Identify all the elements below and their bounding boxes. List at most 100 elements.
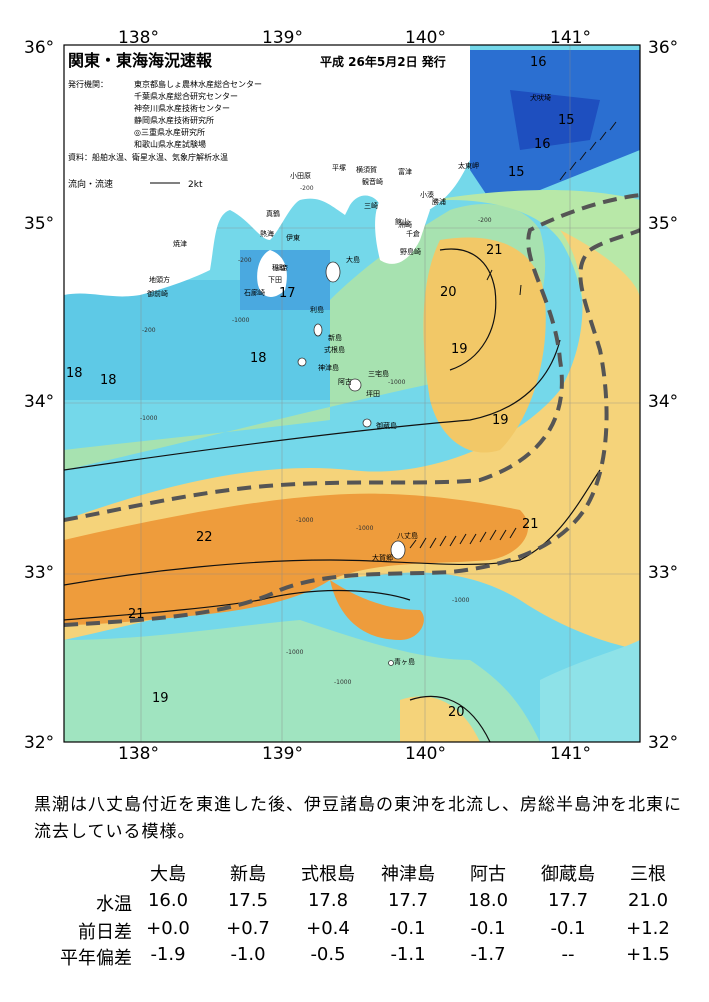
place-name: 阿古 — [338, 377, 352, 386]
island-niijima — [313, 323, 323, 337]
summary-caption: 黒潮は八丈島付近を東進した後、伊豆諸島の東沖を北流し、房総半島沖を北東に流去して… — [34, 795, 682, 842]
table-cell: 17.5 — [227, 890, 269, 911]
lat-left-36: 36° — [24, 38, 55, 58]
legend-label: 流向・流速 — [68, 178, 113, 190]
iso-label: 16 — [534, 137, 551, 152]
land-boso — [375, 194, 430, 264]
place-name: 利島 — [310, 305, 324, 314]
lat-left-34: 34° — [24, 392, 55, 412]
place-name: 横須賀 — [356, 165, 377, 174]
kuroshio-path — [64, 193, 640, 627]
table-cell: 18.0 — [467, 890, 509, 911]
transition-water-east — [380, 190, 640, 470]
land-honshu — [64, 45, 470, 297]
place-name: 大賀郷 — [372, 553, 393, 562]
lat-right-34: 34° — [648, 392, 679, 412]
kuroshio-core-south — [330, 580, 424, 640]
iso-label: 19 — [451, 342, 468, 357]
iso-label: 18 — [66, 366, 83, 381]
place-name: 式根島 — [324, 345, 345, 354]
table-cell: -0.1 — [550, 918, 586, 939]
place-name: 洲崎 — [398, 220, 412, 229]
lat-left-35: 35° — [24, 214, 55, 234]
iso-label: 21 — [522, 517, 539, 532]
iso-label: 15 — [508, 165, 525, 180]
table-cell: 21.0 — [627, 890, 669, 911]
table-cell: +1.5 — [626, 944, 670, 965]
iso-label: 16 — [530, 55, 547, 70]
place-name: 青ヶ島 — [394, 657, 415, 666]
place-names: 犬吠埼 太東岬 勝浦 小湊 洲崎 野島崎 館山 千倉 三崎 観音崎 富津 横須賀… — [147, 93, 551, 666]
table-cell: 17.7 — [387, 890, 429, 911]
place-name: 勝浦 — [432, 197, 446, 206]
island-mikura — [362, 418, 372, 428]
place-name: 坪田 — [366, 390, 380, 398]
lon-top-139: 139° — [262, 28, 303, 48]
place-name: 小湊 — [420, 190, 434, 199]
table-cell: -0.1 — [470, 918, 506, 939]
place-name: 神津島 — [318, 363, 339, 372]
southern-warm-patch — [400, 696, 480, 742]
iso-label: 18 — [250, 351, 267, 366]
iso-label: 21 — [128, 607, 145, 622]
agency-2: 千葉県水産総合研究センター — [134, 91, 238, 101]
data-sources: 資料：船舶水温、衛星水温、気象庁解析水温 — [68, 152, 228, 162]
iso-label: 18 — [100, 373, 117, 388]
agency-3: 神奈川県水産技術センター — [134, 103, 230, 113]
agency-4: 静岡県水産技術研究所 — [134, 115, 214, 125]
place-name: 小田原 — [290, 171, 311, 180]
place-name: 稲取 — [272, 263, 286, 272]
island-oshima — [325, 261, 341, 283]
table-cell: +0.4 — [306, 918, 350, 939]
depth-label: -200 — [300, 185, 314, 192]
col-header: 阿古 — [470, 864, 506, 885]
depth-label: -1000 — [232, 317, 250, 324]
table-cell: 17.7 — [547, 890, 589, 911]
lon-top-138: 138° — [118, 28, 159, 48]
iso-label: 20 — [440, 285, 457, 300]
iso-label: 17 — [279, 286, 296, 301]
place-name: 太東岬 — [458, 161, 479, 170]
table-cell: -1.9 — [150, 944, 186, 965]
land-izu — [257, 250, 287, 297]
col-header: 神津島 — [381, 864, 435, 885]
current-vectors — [409, 121, 617, 549]
iso-label: 15 — [558, 113, 575, 128]
island-hachijo — [390, 540, 406, 560]
place-name: 富津 — [398, 167, 412, 176]
table-cell: 17.8 — [307, 890, 349, 911]
table-cell: -1.7 — [470, 944, 506, 965]
col-header: 式根島 — [301, 864, 355, 885]
depth-label: -200 — [238, 257, 252, 264]
agency-6: 和歌山県水産試験場 — [134, 139, 206, 149]
lat-left-32: 32° — [24, 733, 55, 753]
place-name: 真鶴 — [266, 209, 280, 218]
lat-right-35: 35° — [648, 214, 679, 234]
lon-bottom-138: 138° — [118, 744, 159, 764]
lon-bottom-140: 140° — [405, 744, 446, 764]
place-name: 熱海 — [260, 229, 274, 238]
row-label: 前日差 — [78, 922, 132, 943]
depth-label: -200 — [142, 327, 156, 334]
iso-label: 22 — [196, 530, 213, 545]
map-title: 関東・東海海況速報 — [68, 51, 213, 70]
lat-right-36: 36° — [648, 38, 679, 58]
table-cell: -1.0 — [230, 944, 266, 965]
isotherms — [64, 248, 601, 742]
place-name: 御前崎 — [147, 289, 168, 298]
lon-bottom-139: 139° — [262, 744, 303, 764]
southeast-water — [540, 640, 640, 742]
agency-1: 東京都島しょ農林水産総合センター — [134, 79, 262, 89]
place-name: 下田 — [268, 276, 282, 284]
lon-bottom-141: 141° — [550, 744, 591, 764]
place-name: 石廊崎 — [244, 288, 265, 297]
iso-label: 19 — [152, 691, 169, 706]
depth-labels: -200 -200 -1000 -1000 -200 -1000 -1000 -… — [140, 185, 492, 686]
place-name: 大島 — [346, 255, 360, 264]
col-header: 大島 — [150, 864, 186, 885]
place-name: 犬吠埼 — [530, 93, 551, 102]
legend-value: 2kt — [188, 180, 203, 190]
cold-core-northeast — [510, 90, 600, 150]
iso-label: 19 — [492, 413, 509, 428]
row-label: 平年偏差 — [60, 948, 132, 969]
